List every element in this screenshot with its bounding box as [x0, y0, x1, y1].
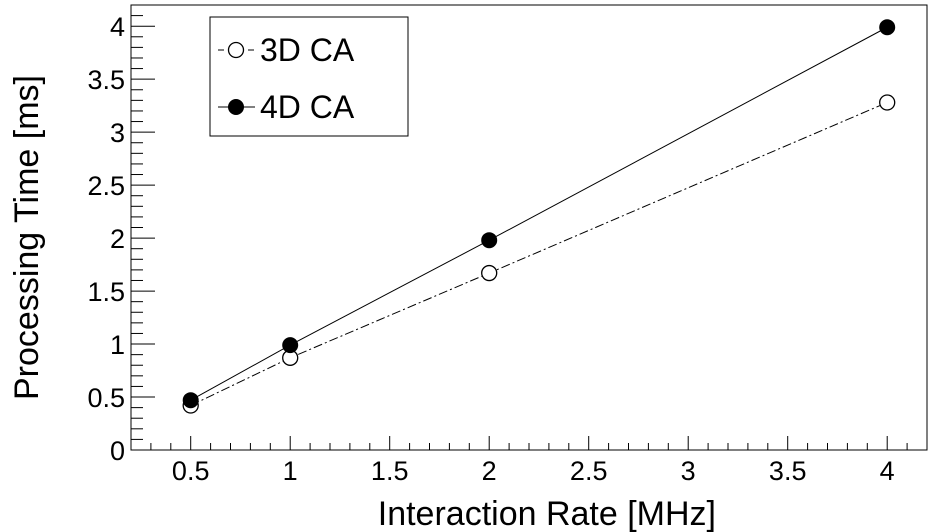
y-tick-label: 1: [110, 330, 125, 360]
legend-marker-3d-ca: [227, 41, 245, 59]
x-axis-title: Interaction Rate [MHz]: [378, 495, 716, 532]
x-tick-label: 3: [681, 456, 696, 486]
data-point-series-0: [879, 94, 896, 111]
y-tick-label: 3: [110, 118, 125, 148]
data-point-series-1: [182, 392, 199, 409]
y-tick-label: 0.5: [87, 383, 125, 413]
y-axis-title: Processing Time [ms]: [8, 75, 46, 400]
y-tick-label: 2: [110, 224, 125, 254]
x-tick-label: 0.5: [172, 456, 210, 486]
x-tick-label: 3.5: [769, 456, 807, 486]
y-tick-label: 2.5: [87, 171, 125, 201]
data-point-series-0: [481, 264, 498, 282]
y-tick-label: 3.5: [87, 65, 125, 95]
series-layer: [182, 19, 896, 414]
legend-label-4d-ca: 4D CA: [260, 89, 355, 125]
x-tick-label: 2: [482, 456, 497, 486]
series-line-0: [190, 102, 888, 406]
series-line-1: [190, 26, 888, 401]
x-tick-label: 1.5: [371, 456, 409, 486]
legend-marker-4d-ca: [228, 99, 244, 115]
y-tick-label: 4: [110, 12, 125, 42]
legend-label-3d-ca: 3D CA: [260, 32, 355, 68]
axes: 0.5 1 1.5 2 2.5 3 3.5 4 0 0.5 1 1.5 2 2.5 3 3.5 4: [87, 4, 928, 486]
y-tick-label: 1.5: [87, 277, 125, 307]
x-tick-label: 4: [880, 456, 895, 486]
data-point-series-1: [282, 337, 299, 354]
data-point-series-1: [879, 19, 896, 36]
x-tick-label: 1: [283, 456, 298, 486]
legend: 3D CA 4D CA: [209, 16, 409, 137]
data-point-series-1: [481, 232, 498, 249]
legend-box: [209, 16, 409, 137]
x-tick-label: 2.5: [570, 456, 608, 486]
y-tick-label: 0: [110, 436, 125, 466]
